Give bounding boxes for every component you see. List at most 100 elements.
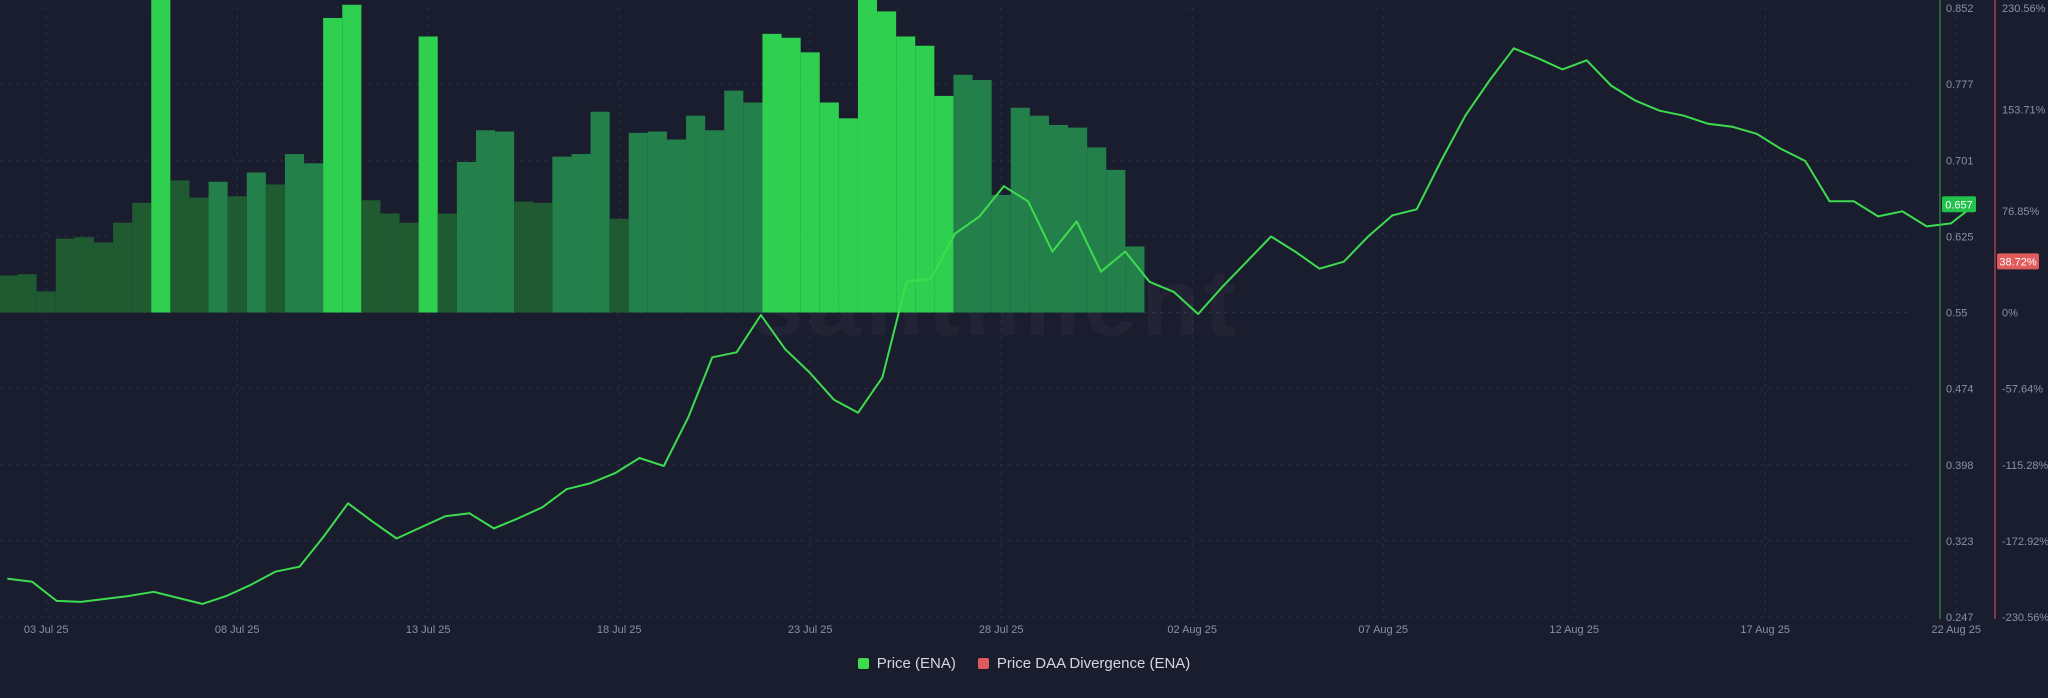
price-point [930,277,932,280]
price-line [7,47,1976,605]
divergence-bar [1125,246,1145,313]
x-tick-label: 23 Jul 25 [788,624,833,636]
divergence-bar [17,274,37,313]
price-point [152,590,155,593]
x-tick-label: 28 Jul 25 [979,624,1024,636]
legend-item-divergence[interactable]: Price DAA Divergence (ENA) [977,655,1190,672]
price-point [517,517,519,520]
price-point [1828,200,1831,203]
current-price-badge [1942,196,1976,213]
price-point [1853,200,1855,203]
price-point [1342,260,1345,263]
divergence-tick-label: 0% [2002,308,2018,320]
divergence-bar [418,36,438,313]
divergence-bar [953,74,973,313]
price-point [1124,250,1127,253]
price-point [1925,225,1928,228]
divergence-bar [1010,107,1030,313]
price-point [541,506,544,509]
divergence-bar [1087,147,1107,313]
price-tick-label: 0.474 [1946,384,1974,396]
divergence-bars [0,0,1145,313]
legend-item-price[interactable]: Price (ENA) [857,655,956,672]
price-point [80,601,82,603]
divergence-bar [571,154,591,313]
price-point [1027,200,1029,203]
price-point [274,570,277,573]
divergence-bar [628,132,648,313]
price-point [1537,57,1539,60]
price-tick-label: 0.701 [1946,155,1974,167]
divergence-bar [724,90,744,313]
price-point [1270,235,1272,238]
divergence-bar [857,0,878,313]
divergence-bar [0,275,18,313]
price-point [1197,313,1199,315]
price-point [1367,235,1369,238]
divergence-bar [304,163,324,313]
price-point [881,376,884,379]
price-point [322,535,325,538]
divergence-tick-label: -172.92% [2002,536,2048,548]
price-point [590,482,592,484]
price-point [55,600,58,602]
x-tick-label: 08 Jul 25 [215,624,260,636]
price-point [1707,122,1709,125]
price-point [1294,250,1297,253]
price-tick-label: 0.398 [1946,460,1974,472]
price-tick-label: 0.55 [1946,308,1967,320]
divergence-bar [170,180,190,313]
divergence-bar [743,102,763,313]
divergence-bar [552,156,572,313]
divergence-bar [514,201,534,313]
price-point [1658,109,1661,112]
divergence-bar [437,213,457,313]
price-point [250,583,252,586]
price-point [1148,280,1151,283]
price-point [492,527,495,530]
price-point [565,488,568,491]
current-divergence-label: 38.72% [1999,256,2037,268]
divergence-bar [342,4,362,313]
x-tick-label: 02 Aug 25 [1167,624,1217,636]
price-point [1682,114,1685,117]
price-tick-label: 0.625 [1946,231,1974,243]
price-point [1877,215,1879,218]
price-series [7,47,1977,605]
divergence-bar [189,197,209,313]
price-point [420,526,422,529]
divergence-bar [896,36,916,313]
x-tick-label: 22 Aug 25 [1931,624,1981,636]
divergence-bar [838,118,858,313]
legend-swatch-price [857,658,869,669]
price-point [1172,291,1175,293]
x-tick-label: 17 Aug 25 [1740,624,1790,636]
divergence-bar [609,218,629,313]
divergence-bar [361,200,381,313]
divergence-tick-label: -115.28% [2002,460,2048,472]
divergence-bar [380,213,400,313]
price-point [1901,210,1904,213]
divergence-bar [877,11,897,313]
price-point [1051,250,1054,253]
price-point [1075,220,1078,223]
divergence-bar [647,131,667,313]
price-tick-label: 0.852 [1946,3,1974,15]
divergence-bar [1029,115,1049,313]
price-point [1415,208,1418,211]
price-point [298,565,301,568]
divergence-bar [991,194,1011,313]
legend-swatch-divergence [977,658,989,669]
price-point [1634,99,1637,102]
price-point [31,580,34,583]
divergence-bar [456,161,476,313]
price-point [1002,185,1005,188]
price-point [1780,148,1782,150]
x-tick-label: 13 Jul 25 [406,624,451,636]
price-point [760,314,762,316]
divergence-bar [36,291,56,313]
price-point [735,351,738,354]
legend-label-price: Price (ENA) [876,655,956,672]
divergence-tick-label: 153.71% [2002,104,2046,116]
